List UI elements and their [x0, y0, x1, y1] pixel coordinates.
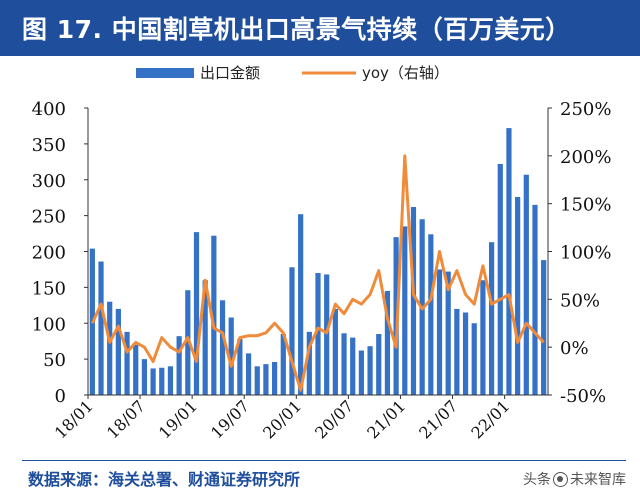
bar	[410, 207, 417, 395]
right-tick-label: 50%	[560, 290, 600, 311]
bar	[167, 366, 174, 395]
bar	[124, 331, 130, 395]
x-axis-ticks: 18/01 18/07 19/01 19/07 20/01 20/07 21/01 21/07…	[51, 395, 513, 442]
bar	[219, 300, 226, 395]
title-bar: 图 17. 中国割草机出口高景气持续（百万美元）	[0, 0, 640, 56]
yoy-line	[90, 154, 545, 392]
watermark-suffix: 未来智库	[570, 472, 626, 488]
bar	[541, 260, 547, 395]
bar	[445, 271, 451, 395]
bar	[384, 290, 391, 395]
bar	[376, 334, 382, 395]
bar	[454, 308, 460, 395]
divider	[22, 460, 626, 461]
bar	[150, 368, 156, 395]
bar	[185, 290, 191, 395]
right-tick-label: -50%	[560, 386, 606, 407]
bar	[263, 364, 269, 395]
legend: 出口金额 yoy（右轴）	[136, 64, 449, 82]
left-tick-label: 50	[43, 350, 66, 371]
left-axis-ticks: 0 50 100 150 200 250 300 350 400	[32, 99, 88, 407]
bar	[159, 367, 165, 395]
x-tick-label: 20/01	[259, 396, 305, 442]
right-axis-ticks: -50% 0% 50% 100% 150% 200% 250%	[548, 99, 611, 407]
left-tick-label: 350	[32, 135, 66, 156]
chart-title: 图 17. 中国割草机出口高景气持续（百万美元）	[22, 15, 571, 44]
left-tick-label: 0	[55, 386, 66, 407]
bar	[497, 163, 503, 395]
legend-line-label: yoy（右轴）	[362, 64, 449, 82]
bar	[515, 196, 521, 395]
x-tick-label: 19/07	[207, 396, 253, 442]
bar	[237, 339, 243, 395]
bar	[358, 350, 364, 395]
watermark-logo-icon	[553, 472, 568, 487]
right-tick-label: 250%	[560, 99, 611, 120]
bar	[141, 359, 148, 396]
left-tick-label: 200	[32, 243, 66, 264]
bar	[272, 362, 278, 395]
bar	[280, 334, 286, 395]
right-tick-label: 200%	[560, 147, 611, 168]
chart: 出口金额 yoy（右轴） 0 50 100 150 200 250 300 350 400 -5…	[32, 64, 612, 442]
source-note: 数据来源：海关总署、财通证券研究所	[28, 470, 301, 489]
bar	[289, 267, 295, 395]
bar	[306, 331, 312, 395]
bar	[480, 280, 486, 395]
bar	[245, 353, 252, 395]
bar	[471, 323, 477, 395]
bar	[488, 242, 495, 395]
left-tick-label: 400	[32, 99, 66, 120]
legend-bar-label: 出口金额	[200, 64, 260, 82]
bar	[176, 336, 182, 395]
bar	[107, 301, 113, 395]
left-tick-label: 150	[32, 278, 66, 299]
bar	[98, 261, 104, 395]
bar	[133, 344, 139, 395]
left-tick-label: 250	[32, 207, 66, 228]
bar	[402, 226, 408, 395]
bar	[332, 308, 338, 395]
x-tick-label: 20/07	[311, 396, 357, 442]
bar	[462, 312, 469, 395]
bar	[324, 274, 330, 395]
bar	[428, 234, 434, 395]
bar	[254, 366, 260, 395]
x-tick-label: 22/01	[467, 396, 513, 442]
bar-series	[89, 128, 547, 396]
bar	[202, 280, 208, 395]
x-tick-label: 18/07	[103, 396, 149, 442]
right-tick-label: 0%	[560, 338, 589, 359]
legend-bar-swatch	[136, 68, 194, 78]
bar	[506, 128, 512, 395]
bar	[115, 308, 121, 395]
watermark-prefix: 头条	[523, 472, 551, 488]
bar	[436, 269, 443, 395]
bar	[350, 337, 356, 395]
bar	[341, 333, 347, 395]
right-tick-label: 100%	[560, 243, 611, 264]
left-tick-label: 300	[32, 171, 66, 192]
left-tick-label: 100	[32, 314, 66, 335]
bar	[532, 204, 538, 395]
x-tick-label: 21/07	[415, 396, 461, 442]
bar	[211, 235, 217, 395]
watermark: 头条 未来智库	[523, 469, 626, 489]
right-tick-label: 150%	[560, 195, 611, 216]
bar	[298, 214, 304, 395]
bar	[523, 174, 529, 395]
bar	[367, 346, 373, 395]
line-series	[90, 154, 545, 392]
bar	[193, 232, 200, 395]
x-tick-label: 21/01	[363, 396, 409, 442]
x-tick-label: 19/01	[155, 396, 201, 442]
bar	[315, 273, 321, 395]
bar	[228, 317, 234, 395]
